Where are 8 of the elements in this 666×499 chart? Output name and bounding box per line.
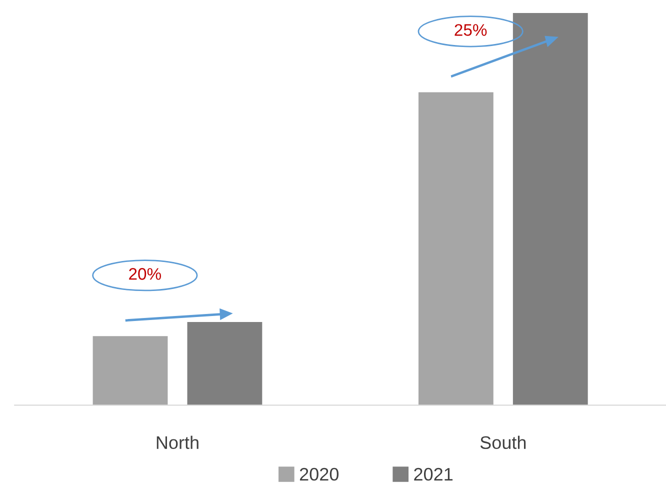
bar: [418, 92, 494, 406]
bar: [92, 336, 168, 406]
x-tick-label: South: [480, 436, 526, 450]
legend-label: 2020: [300, 468, 339, 481]
x-tick-label: North: [156, 436, 198, 450]
annotation: 25%: [454, 24, 487, 36]
legend-label: 2021: [414, 468, 453, 481]
annotation: 20%: [129, 268, 162, 280]
